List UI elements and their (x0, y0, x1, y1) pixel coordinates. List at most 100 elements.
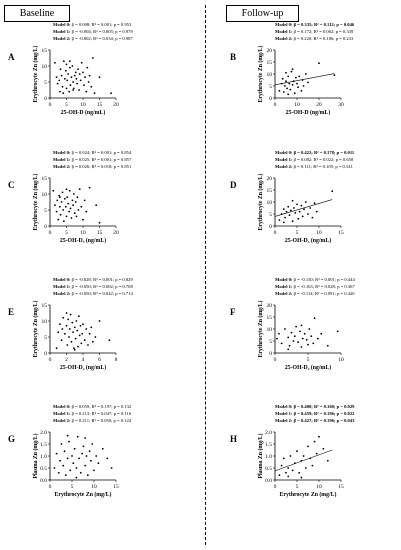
data-point (83, 84, 85, 87)
data-point (300, 324, 303, 327)
data-point (77, 68, 79, 71)
regression-line (274, 73, 335, 86)
y-axis-label: Erythrocyte Zn (mg/L) (32, 173, 39, 230)
data-point (326, 344, 329, 347)
data-point (65, 312, 68, 314)
data-point (311, 216, 314, 219)
panel-letter-A: A (8, 52, 15, 62)
data-point (294, 211, 297, 214)
data-point (71, 321, 74, 324)
data-point (85, 90, 88, 93)
data-point (78, 188, 81, 191)
data-point (72, 193, 75, 195)
data-point (280, 82, 283, 85)
stats-model-label: Model 2: (53, 36, 72, 41)
data-point (291, 68, 294, 71)
data-point (66, 457, 69, 460)
data-point (68, 210, 71, 213)
follow-up-header: Follow-up (226, 5, 299, 22)
panel-letter-C: C (8, 180, 15, 190)
stats-values: β = 0.024; R² = 0.001; p = 0.854 (72, 150, 132, 155)
data-point (299, 330, 301, 333)
x-tick-label: 5 (307, 357, 310, 363)
data-point (72, 204, 74, 207)
y-axis-label: Plasma Zn (mg/L) (257, 433, 264, 478)
data-point (71, 199, 74, 202)
data-point (287, 93, 290, 96)
data-point (75, 77, 78, 80)
y-tick-label: 15 (42, 303, 48, 309)
y-tick-label: 15 (267, 315, 273, 321)
data-point (82, 71, 84, 74)
data-point (280, 213, 283, 215)
data-point (286, 87, 288, 90)
data-point (59, 68, 62, 71)
stats-model-label: Model 2: (275, 418, 294, 423)
stats-line: Model 1: β = 0.025; R² = 0.001; p = 0.85… (53, 157, 132, 162)
x-tick-label: 15 (97, 230, 103, 236)
data-point (52, 189, 55, 192)
stats-model-label: Model 1: (53, 157, 72, 162)
data-point (73, 326, 76, 329)
data-point (64, 205, 67, 208)
stats-line: Model 1: β = 0.172; R² = 0.062; p = 0.33… (275, 29, 354, 34)
x-tick-label: 6 (98, 357, 101, 363)
data-point (75, 476, 78, 479)
stats-line: Model 0: β = 0.422; R² = 0.178; p = 0.01… (275, 150, 355, 155)
data-point (315, 210, 318, 213)
y-axis-label: Erythrocyte Zn (mg/L) (32, 300, 39, 357)
data-point (292, 80, 295, 83)
data-point (291, 83, 294, 86)
data-point (297, 341, 299, 344)
x-tick-label: 20 (316, 102, 322, 108)
data-point (67, 202, 70, 205)
baseline-header: Baseline (4, 5, 70, 22)
data-point (59, 196, 61, 199)
data-point (298, 210, 301, 213)
data-point (276, 337, 278, 340)
data-point (296, 203, 298, 206)
panel-letter-B: B (230, 52, 236, 62)
data-point (72, 331, 74, 334)
y-tick-label: 0.5 (40, 466, 47, 472)
stats-model-label: Model 0: (53, 404, 72, 409)
panel-letter-F: F (230, 307, 236, 317)
y-tick-label: 10 (267, 200, 273, 206)
data-point (313, 202, 316, 205)
data-point (295, 76, 297, 79)
y-tick-label: 0 (269, 96, 272, 102)
data-point (282, 457, 285, 460)
data-point (61, 85, 64, 88)
data-point (95, 455, 98, 457)
data-point (77, 315, 80, 318)
stats-line: Model 1: β = -0.163; R² = 0.028; p = 0.3… (275, 284, 355, 289)
data-point (83, 339, 86, 342)
stats-values: β = -0.130; R² = 0.001; p = 0.444 (294, 277, 356, 282)
data-point (81, 332, 84, 335)
data-point (66, 79, 69, 82)
data-point (81, 452, 84, 455)
x-tick-label: 0 (49, 484, 52, 490)
stats-line: Model 0: β = -0.028; R² = 0.001; p = 0.8… (53, 277, 133, 282)
stats-line: Model 1: β = 0.459; R² = 0.196; p = 0.02… (275, 411, 355, 416)
y-tick-label: 5 (269, 339, 272, 345)
data-point (62, 464, 65, 467)
data-point (88, 186, 91, 189)
data-point (65, 188, 68, 191)
data-point (85, 328, 88, 330)
data-point (64, 474, 67, 477)
x-tick-label: 10 (91, 484, 97, 490)
y-tick-label: 1.0 (40, 454, 47, 460)
data-point (77, 209, 80, 211)
data-point (278, 332, 280, 335)
data-point (85, 210, 88, 213)
data-point (303, 208, 305, 211)
stats-model-label: Model 0: (275, 404, 294, 409)
data-point (68, 90, 71, 93)
data-point (280, 464, 283, 467)
data-point (63, 197, 66, 200)
stats-model-label: Model 2: (275, 36, 294, 41)
data-point (284, 328, 286, 330)
data-point (73, 74, 76, 77)
data-point (94, 336, 97, 338)
